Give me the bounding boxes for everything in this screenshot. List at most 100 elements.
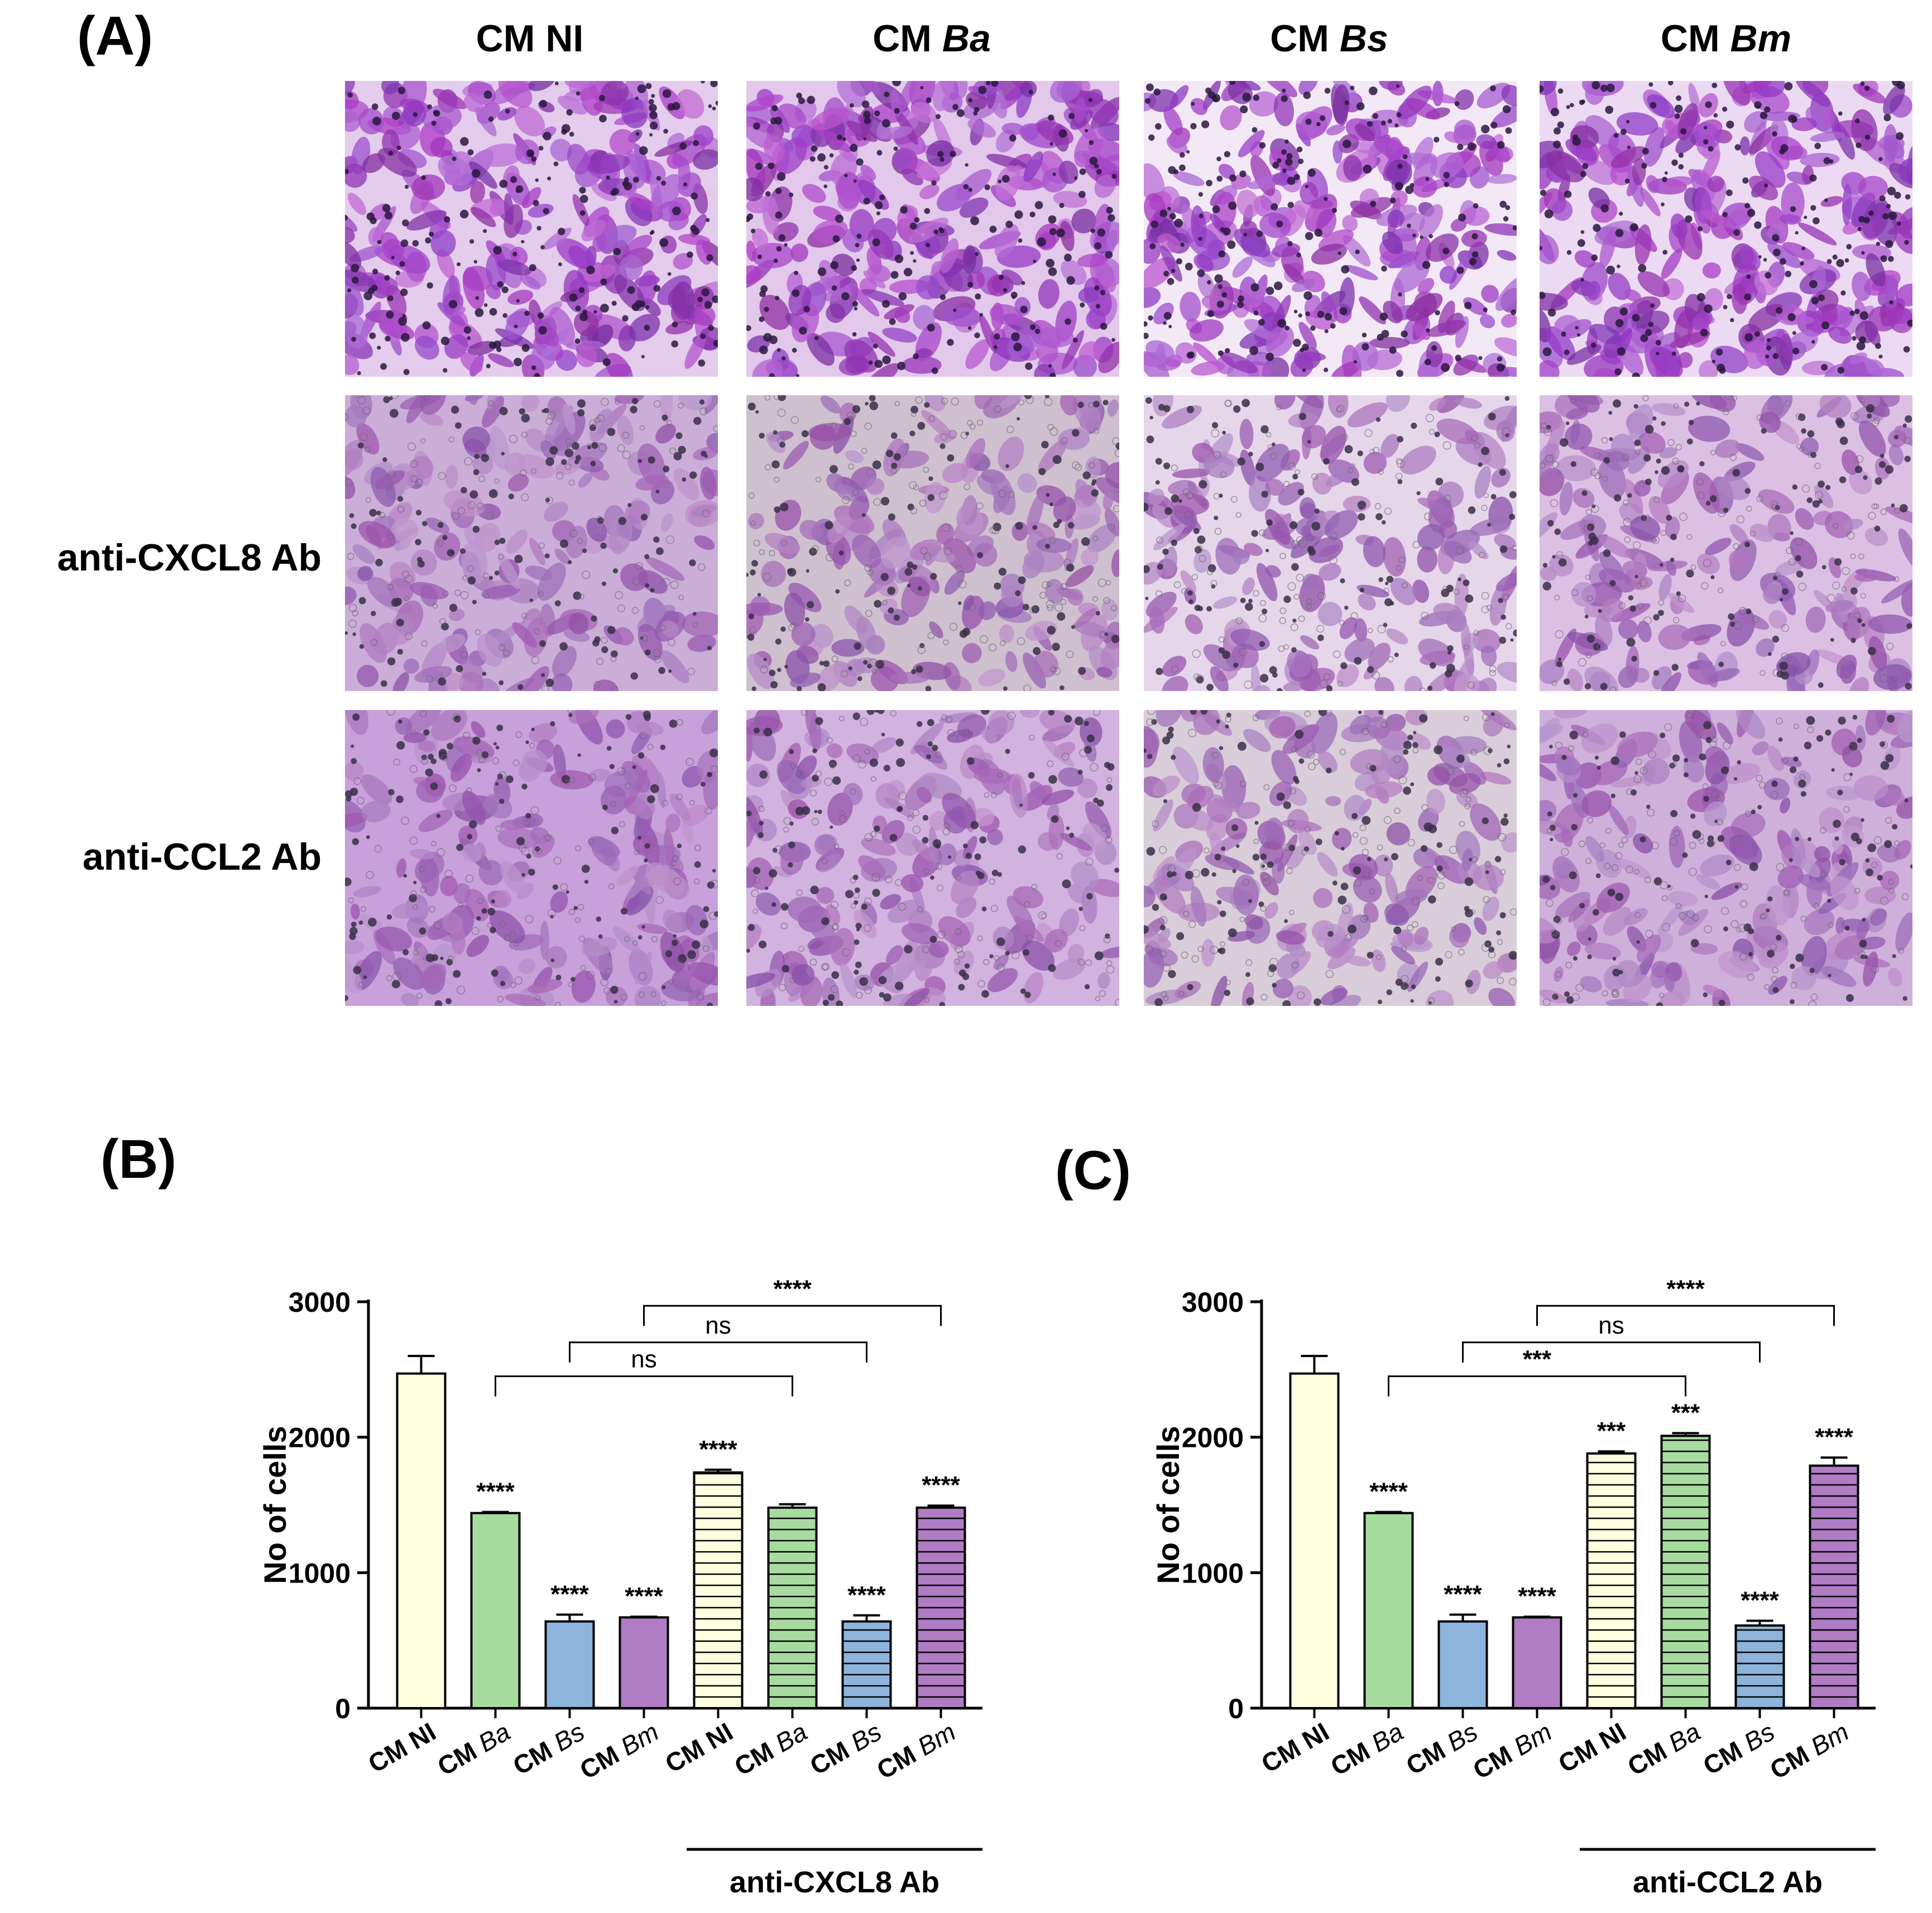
error-bar bbox=[1672, 1432, 1699, 1436]
bar bbox=[1363, 1512, 1414, 1709]
column-name: Ba bbox=[942, 17, 991, 60]
significance-label: **** bbox=[476, 1478, 515, 1506]
y-tick-label: 1000 bbox=[1182, 1557, 1244, 1589]
error-bar bbox=[1746, 1619, 1773, 1626]
micrograph-r3-c2 bbox=[746, 710, 1119, 1006]
error-bar bbox=[853, 1614, 880, 1622]
comparison-label: *** bbox=[1523, 1345, 1552, 1373]
error-bar bbox=[556, 1613, 583, 1622]
group-label: anti-CXCL8 Ab bbox=[730, 1866, 939, 1899]
comparison-bracket bbox=[643, 1305, 942, 1326]
error-bar bbox=[704, 1468, 732, 1473]
micrograph-r2-c4 bbox=[1540, 395, 1912, 691]
x-tick-label: CM Bs bbox=[1698, 1717, 1780, 1781]
x-tick-label: CM NI bbox=[1554, 1717, 1631, 1778]
bar bbox=[1512, 1616, 1562, 1709]
bar bbox=[1734, 1624, 1785, 1709]
comparison-label: ns bbox=[1598, 1312, 1624, 1339]
column-prefix: CM bbox=[872, 17, 942, 60]
significance-label: **** bbox=[1369, 1478, 1408, 1506]
x-tick-label: CM NI bbox=[1257, 1717, 1334, 1778]
micrograph-r1-c3 bbox=[1144, 81, 1517, 377]
x-tick-label: CM Bs bbox=[1401, 1717, 1483, 1781]
significance-label: **** bbox=[1815, 1423, 1853, 1451]
comparison-label: ns bbox=[631, 1345, 656, 1373]
significance-label: **** bbox=[1444, 1581, 1482, 1608]
bar bbox=[1437, 1620, 1488, 1710]
y-tick-label: 2000 bbox=[1182, 1422, 1244, 1454]
bar bbox=[841, 1620, 892, 1710]
column-name: NI bbox=[545, 17, 584, 60]
y-tick-label: 2000 bbox=[289, 1422, 351, 1454]
comparison-label: **** bbox=[1666, 1275, 1705, 1302]
x-tick-label: CM Ba bbox=[730, 1717, 812, 1781]
significance-label: **** bbox=[922, 1471, 960, 1499]
bar bbox=[619, 1616, 669, 1709]
x-tick-label: CM Bm bbox=[1468, 1717, 1557, 1785]
x-tick-label: CM Bs bbox=[508, 1717, 589, 1781]
x-tick-label: CM Bs bbox=[805, 1717, 886, 1781]
row-header-ccl2: anti-CCL2 Ab bbox=[82, 836, 322, 878]
bar-chart-b: 0 1000 2000 3000 No of cells CM NI **** CM Ba **… bbox=[257, 1275, 982, 1899]
error-bar bbox=[1598, 1450, 1625, 1454]
y-tick-label: 3000 bbox=[289, 1287, 351, 1318]
x-tick-label: CM Bm bbox=[872, 1717, 961, 1785]
comparison-label: **** bbox=[773, 1275, 812, 1302]
comparison-bracket bbox=[569, 1341, 867, 1363]
comparison-bracket bbox=[495, 1375, 793, 1397]
error-bar bbox=[927, 1504, 955, 1508]
micrograph-r2-c1 bbox=[345, 395, 718, 691]
x-tick-label: CM Bm bbox=[575, 1717, 664, 1785]
significance-label: **** bbox=[847, 1581, 886, 1609]
panel-label-c: (C) bbox=[1055, 1139, 1132, 1201]
error-bar bbox=[1820, 1456, 1848, 1466]
bar bbox=[915, 1506, 966, 1709]
column-prefix: CM bbox=[1270, 17, 1340, 60]
y-tick-label: 0 bbox=[335, 1693, 351, 1724]
significance-label: **** bbox=[550, 1581, 589, 1608]
comparison-label: ns bbox=[705, 1312, 731, 1339]
bar bbox=[396, 1372, 447, 1709]
micrograph-r2-c2 bbox=[746, 395, 1119, 691]
significance-label: *** bbox=[1671, 1399, 1700, 1426]
error-bar bbox=[1301, 1355, 1328, 1374]
error-bar bbox=[1449, 1613, 1476, 1622]
x-tick-label: CM Ba bbox=[1623, 1717, 1705, 1781]
bar bbox=[470, 1512, 521, 1709]
y-axis-label: No of cells bbox=[257, 1426, 293, 1584]
bar-chart-c: 0 1000 2000 3000 No of cells CM NI **** CM Ba **… bbox=[1150, 1275, 1876, 1899]
bar bbox=[544, 1620, 595, 1710]
micrograph-r1-c2 bbox=[746, 81, 1119, 377]
row-header-cxcl8: anti-CXCL8 Ab bbox=[57, 536, 322, 579]
micrograph-r3-c1 bbox=[345, 710, 718, 1006]
panel-label-a: (A) bbox=[77, 5, 154, 66]
y-tick-label: 1000 bbox=[289, 1557, 351, 1589]
micrograph-r1-c1 bbox=[345, 81, 718, 377]
bar bbox=[1809, 1464, 1859, 1709]
micrograph-r3-c4 bbox=[1540, 710, 1912, 1006]
y-tick-label: 3000 bbox=[1182, 1287, 1244, 1318]
error-bar bbox=[482, 1511, 509, 1513]
panel-label-b: (B) bbox=[100, 1128, 177, 1190]
column-header-4: CM Bm bbox=[1539, 17, 1913, 60]
bar bbox=[1660, 1435, 1711, 1709]
bar bbox=[1586, 1452, 1637, 1709]
comparison-bracket bbox=[1388, 1375, 1686, 1397]
y-tick-label: 0 bbox=[1228, 1693, 1244, 1724]
error-bar bbox=[779, 1503, 806, 1508]
column-header-3: CM Bs bbox=[1142, 17, 1516, 60]
significance-label: **** bbox=[699, 1436, 737, 1463]
x-tick-label: CM Ba bbox=[433, 1717, 515, 1781]
column-name: Bs bbox=[1339, 17, 1388, 60]
significance-label: *** bbox=[1597, 1417, 1626, 1445]
error-bar bbox=[1375, 1511, 1402, 1513]
x-tick-label: CM Ba bbox=[1326, 1717, 1408, 1781]
column-header-1: CM NI bbox=[343, 17, 717, 60]
x-tick-label: CM NI bbox=[363, 1717, 441, 1778]
bar bbox=[693, 1471, 744, 1709]
significance-label: **** bbox=[625, 1583, 663, 1610]
comparison-bracket bbox=[1536, 1305, 1835, 1326]
bar bbox=[767, 1506, 818, 1709]
bar bbox=[1289, 1372, 1340, 1709]
x-tick-label: CM NI bbox=[660, 1717, 738, 1778]
